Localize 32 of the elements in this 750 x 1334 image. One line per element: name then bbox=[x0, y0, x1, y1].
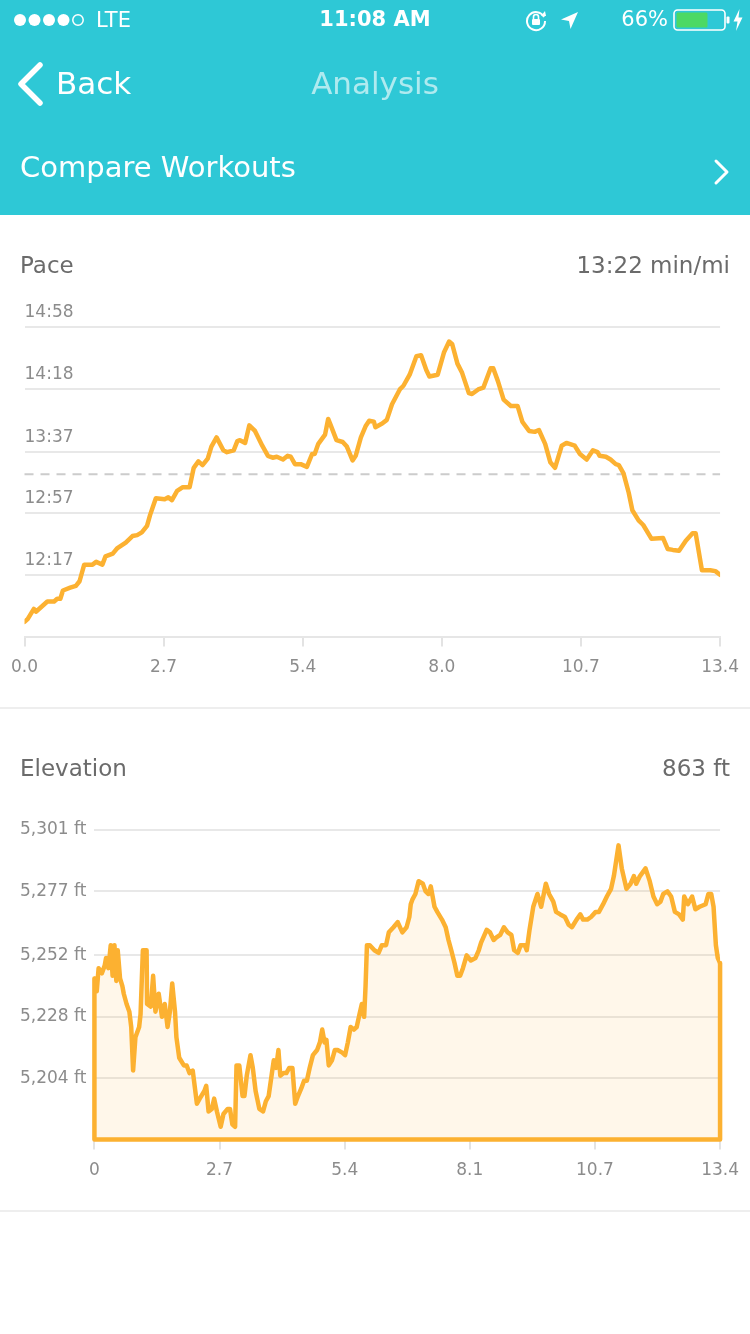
x-tick-label: 13.4 bbox=[701, 1159, 739, 1180]
text: 66% bbox=[621, 7, 668, 33]
x-tick-label: 8.0 bbox=[428, 656, 456, 677]
x-tick-label: 0 bbox=[89, 1159, 100, 1180]
y-tick-label: 5,301 ft bbox=[19, 818, 87, 839]
x-tick-label: 2.7 bbox=[206, 1159, 234, 1180]
chart-subtitle: 863 ft bbox=[662, 755, 730, 783]
y-tick-label: 5,228 ft bbox=[19, 1005, 87, 1026]
y-tick-label: 14:58 bbox=[24, 301, 74, 322]
y-tick-label: 5,277 ft bbox=[19, 879, 87, 900]
y-tick-label: 12:17 bbox=[24, 548, 74, 569]
text: LTE bbox=[96, 8, 131, 34]
text: 11:08 AM bbox=[319, 7, 431, 33]
x-tick-label: 13.4 bbox=[701, 656, 739, 677]
y-tick-label: 5,204 ft bbox=[19, 1066, 87, 1087]
y-tick-label: 12:57 bbox=[24, 487, 74, 508]
text: Compare Workouts bbox=[20, 149, 296, 185]
x-tick-label: 5.4 bbox=[331, 1159, 359, 1180]
text: Back bbox=[56, 65, 132, 103]
chart-title: Pace bbox=[20, 252, 74, 280]
x-tick-label: 8.1 bbox=[456, 1159, 484, 1180]
x-tick-label: 10.7 bbox=[562, 656, 600, 677]
chart-subtitle: 13:22 min/mi bbox=[576, 252, 730, 280]
text: Analysis bbox=[311, 65, 439, 103]
x-tick-label: 5.4 bbox=[289, 656, 317, 677]
x-tick-label: 0.0 bbox=[10, 656, 39, 677]
x-tick-label: 10.7 bbox=[576, 1159, 614, 1180]
chart-title: Elevation bbox=[20, 755, 127, 783]
x-tick-label: 2.7 bbox=[150, 656, 178, 677]
y-tick-label: 14:18 bbox=[24, 362, 74, 383]
y-tick-label: 5,252 ft bbox=[19, 943, 87, 964]
y-tick-label: 13:37 bbox=[24, 425, 74, 446]
